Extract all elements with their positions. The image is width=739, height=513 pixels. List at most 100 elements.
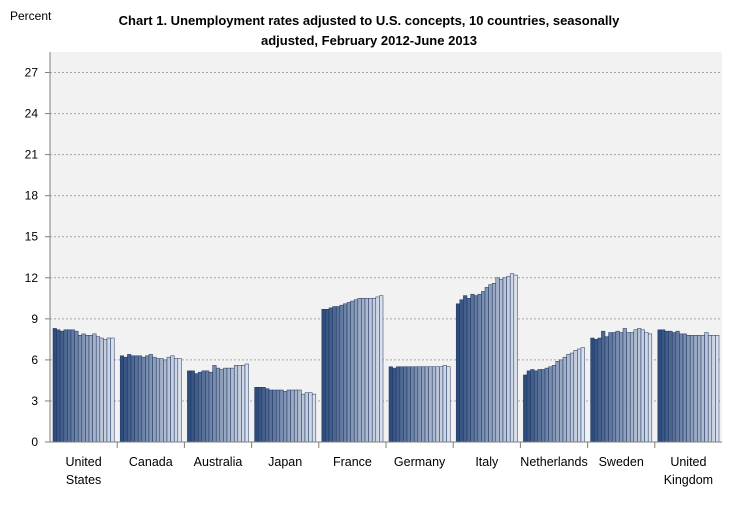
bar bbox=[361, 298, 366, 443]
bar bbox=[215, 367, 221, 443]
bar bbox=[548, 366, 553, 443]
bar bbox=[353, 299, 359, 443]
bar bbox=[566, 354, 571, 443]
bar bbox=[74, 330, 79, 443]
bar bbox=[593, 339, 599, 443]
bar bbox=[403, 366, 408, 443]
bar bbox=[668, 330, 673, 443]
bar bbox=[463, 295, 468, 443]
bar bbox=[52, 328, 57, 443]
x-tick-label: Canada bbox=[129, 455, 173, 469]
bar bbox=[332, 306, 337, 443]
bar bbox=[187, 370, 192, 443]
bar bbox=[286, 389, 291, 443]
bar bbox=[477, 293, 482, 443]
bar bbox=[346, 302, 351, 443]
chart-title-line-2: adjusted, February 2012-June 2013 bbox=[261, 33, 477, 48]
bar bbox=[375, 296, 380, 443]
bar bbox=[481, 291, 486, 443]
bar bbox=[145, 355, 150, 443]
bar bbox=[661, 329, 666, 443]
bar bbox=[644, 332, 649, 443]
bar bbox=[700, 335, 705, 443]
x-tick-label: France bbox=[333, 455, 372, 469]
bar bbox=[272, 389, 277, 443]
x-tick-label: Australia bbox=[194, 455, 243, 469]
bar bbox=[283, 391, 288, 443]
y-tick-label: 6 bbox=[31, 353, 38, 367]
bar bbox=[325, 309, 330, 443]
bar bbox=[233, 365, 239, 443]
bar bbox=[339, 304, 344, 443]
bar bbox=[237, 365, 242, 443]
bar bbox=[615, 330, 620, 443]
bar bbox=[308, 392, 313, 443]
bar bbox=[304, 392, 309, 443]
bar bbox=[123, 356, 128, 443]
y-tick-label: 27 bbox=[25, 66, 39, 80]
bar bbox=[707, 335, 713, 443]
bar bbox=[241, 365, 246, 443]
bar bbox=[99, 337, 104, 443]
bar bbox=[640, 329, 645, 443]
bar bbox=[170, 355, 175, 443]
bar bbox=[134, 355, 139, 443]
bar bbox=[130, 355, 135, 443]
bar bbox=[67, 329, 72, 443]
bar bbox=[488, 284, 493, 443]
bar bbox=[88, 335, 93, 443]
bar bbox=[466, 298, 471, 443]
bar bbox=[226, 367, 231, 443]
bar bbox=[335, 306, 341, 443]
bar bbox=[608, 332, 613, 443]
bar bbox=[275, 389, 281, 443]
y-tick-label: 12 bbox=[25, 271, 39, 285]
y-tick-label: 3 bbox=[31, 394, 38, 408]
bar bbox=[647, 333, 653, 443]
bar bbox=[682, 333, 687, 443]
y-axis: 0 3 6 9 12 15 18 21 24 27 bbox=[25, 52, 51, 449]
bar bbox=[371, 298, 377, 443]
bar bbox=[388, 366, 393, 443]
bar bbox=[205, 370, 210, 443]
bar bbox=[244, 363, 249, 443]
bar bbox=[611, 332, 617, 443]
bar bbox=[177, 358, 182, 443]
bar bbox=[257, 387, 263, 443]
bars bbox=[52, 273, 720, 443]
bar bbox=[590, 337, 595, 443]
bar bbox=[85, 335, 90, 443]
bar bbox=[455, 303, 461, 443]
bar bbox=[311, 393, 317, 443]
bar bbox=[580, 347, 585, 443]
bar bbox=[395, 366, 401, 443]
bar bbox=[513, 274, 518, 443]
bar bbox=[70, 329, 75, 443]
bar bbox=[562, 356, 567, 443]
bar bbox=[364, 298, 369, 443]
bar bbox=[261, 387, 266, 443]
bar bbox=[417, 366, 422, 443]
bar bbox=[421, 366, 426, 443]
y-tick-label: 18 bbox=[25, 189, 39, 203]
bar bbox=[523, 374, 528, 443]
bar bbox=[265, 388, 270, 443]
bar bbox=[424, 366, 429, 443]
bar bbox=[559, 359, 564, 443]
bar bbox=[321, 309, 326, 443]
bar bbox=[290, 389, 295, 443]
bar bbox=[254, 387, 259, 443]
bar bbox=[413, 366, 419, 443]
bar bbox=[541, 369, 546, 443]
y-axis-unit-label: Percent bbox=[10, 9, 52, 23]
bar bbox=[629, 332, 635, 443]
bar bbox=[604, 336, 609, 443]
bar bbox=[484, 287, 489, 443]
bar bbox=[368, 298, 373, 443]
bar bbox=[155, 358, 161, 443]
bar bbox=[675, 330, 680, 443]
bar bbox=[459, 299, 464, 443]
bar bbox=[537, 369, 542, 443]
y-tick-label: 0 bbox=[31, 435, 38, 449]
